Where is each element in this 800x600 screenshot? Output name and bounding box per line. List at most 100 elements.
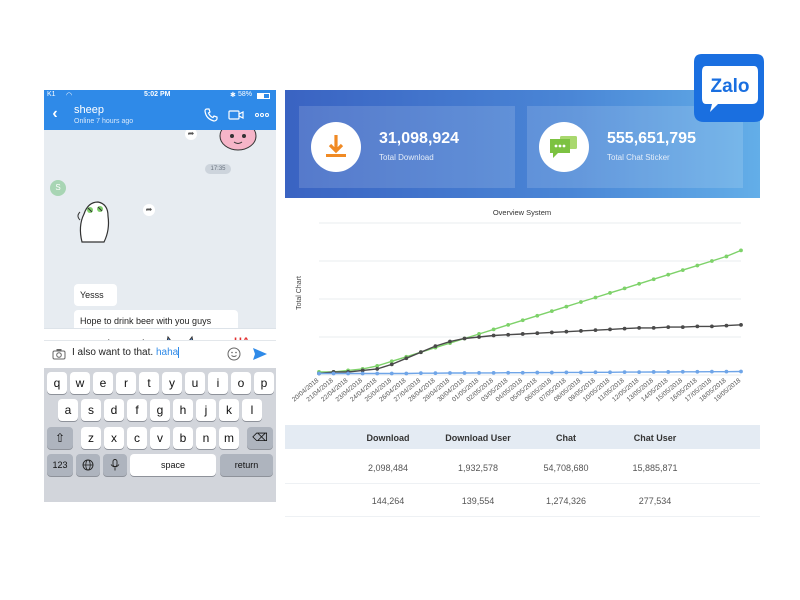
series-2-point-1[interactable]: [331, 371, 336, 376]
key-q[interactable]: q: [47, 372, 67, 394]
series-0-point-28[interactable]: [724, 254, 729, 259]
camera-icon[interactable]: [52, 348, 66, 360]
key-i[interactable]: i: [208, 372, 228, 394]
series-2-point-7[interactable]: [418, 371, 423, 376]
series-0-point-13[interactable]: [506, 322, 511, 327]
key-a[interactable]: a: [58, 399, 78, 421]
series-2-point-19[interactable]: [593, 370, 598, 375]
series-1-point-3[interactable]: [360, 368, 365, 373]
series-2-point-17[interactable]: [564, 370, 569, 375]
key-k[interactable]: k: [219, 399, 239, 421]
series-1-point-5[interactable]: [389, 362, 394, 367]
sheep-sticker[interactable]: [74, 196, 114, 244]
emoji-icon[interactable]: [227, 347, 241, 361]
series-2-point-0[interactable]: [317, 371, 321, 376]
key-g[interactable]: g: [150, 399, 170, 421]
message-input[interactable]: I also want to that. haha: [72, 347, 222, 358]
key-b[interactable]: b: [173, 427, 193, 449]
series-1-point-14[interactable]: [520, 332, 525, 336]
series-2-point-11[interactable]: [477, 370, 481, 375]
series-2-point-29[interactable]: [739, 369, 743, 374]
avatar[interactable]: S: [50, 180, 66, 196]
backspace-key[interactable]: ⌫: [247, 427, 273, 449]
series-1-point-10[interactable]: [462, 336, 467, 341]
series-1-point-9[interactable]: [448, 339, 452, 344]
key-y[interactable]: y: [162, 372, 182, 394]
series-1-point-8[interactable]: [433, 344, 438, 349]
series-2-point-23[interactable]: [651, 370, 656, 374]
key-v[interactable]: v: [150, 427, 170, 449]
series-1-point-27[interactable]: [709, 324, 714, 329]
globe-key[interactable]: [76, 454, 100, 476]
key-f[interactable]: f: [127, 399, 147, 421]
series-2-point-26[interactable]: [695, 369, 700, 374]
series-2-point-16[interactable]: [549, 370, 554, 375]
series-2-point-8[interactable]: [433, 371, 438, 376]
dictation-key[interactable]: [103, 454, 127, 476]
share-icon-2[interactable]: ➦: [143, 204, 155, 216]
col-header-download-user[interactable]: Download User: [445, 433, 511, 443]
series-2-point-18[interactable]: [579, 370, 583, 375]
series-0-point-18[interactable]: [579, 300, 583, 304]
series-1-point-12[interactable]: [491, 333, 496, 338]
series-1-point-26[interactable]: [695, 324, 700, 329]
series-2-point-15[interactable]: [535, 370, 540, 375]
series-2-point-2[interactable]: [346, 371, 351, 376]
key-h[interactable]: h: [173, 399, 193, 421]
series-1-point-29[interactable]: [739, 322, 743, 327]
series-0-point-19[interactable]: [593, 295, 598, 300]
key-r[interactable]: r: [116, 372, 136, 394]
table-row[interactable]: 144,264 139,554 1,274,326 277,534: [285, 485, 760, 517]
back-button[interactable]: ‹: [52, 105, 58, 122]
series-2-point-20[interactable]: [608, 370, 612, 375]
shift-key[interactable]: ⇧: [47, 427, 73, 449]
series-1-point-28[interactable]: [724, 323, 729, 328]
series-1-point-24[interactable]: [666, 325, 671, 330]
message-bubble[interactable]: Hope to drink beer with you guys: [74, 310, 238, 332]
series-1-point-6[interactable]: [404, 356, 409, 361]
key-o[interactable]: o: [231, 372, 251, 394]
key-w[interactable]: w: [70, 372, 90, 394]
key-d[interactable]: d: [104, 399, 124, 421]
series-0-point-12[interactable]: [491, 327, 496, 332]
series-0-point-20[interactable]: [608, 291, 612, 295]
share-icon[interactable]: ➦: [185, 130, 197, 140]
key-c[interactable]: c: [127, 427, 147, 449]
series-2-point-24[interactable]: [666, 370, 671, 374]
series-0-point-15[interactable]: [535, 313, 540, 318]
series-2-point-21[interactable]: [622, 370, 627, 375]
space-key[interactable]: space: [130, 454, 216, 476]
key-u[interactable]: u: [185, 372, 205, 394]
send-icon[interactable]: [252, 346, 268, 362]
key-n[interactable]: n: [196, 427, 216, 449]
table-row[interactable]: 2,098,484 1,932,578 54,708,680 15,885,87…: [285, 452, 760, 484]
series-1-point-16[interactable]: [549, 330, 554, 335]
series-2-point-12[interactable]: [491, 370, 496, 375]
series-0-point-26[interactable]: [695, 263, 700, 268]
series-0-point-21[interactable]: [622, 286, 627, 291]
series-1-point-17[interactable]: [564, 329, 569, 334]
series-1-point-13[interactable]: [506, 332, 511, 337]
series-0-point-16[interactable]: [549, 309, 554, 314]
series-1-point-25[interactable]: [680, 325, 685, 330]
series-0-point-24[interactable]: [666, 272, 671, 277]
col-header-download[interactable]: Download: [366, 433, 410, 443]
series-0-point-14[interactable]: [520, 318, 525, 323]
series-0-point-5[interactable]: [389, 359, 394, 364]
col-header-chat-user[interactable]: Chat User: [633, 433, 677, 443]
series-1-point-11[interactable]: [477, 335, 481, 339]
key-z[interactable]: z: [81, 427, 101, 449]
key-p[interactable]: p: [254, 372, 274, 394]
series-2-point-4[interactable]: [375, 371, 380, 376]
series-1-point-23[interactable]: [651, 325, 656, 330]
series-2-point-6[interactable]: [404, 371, 409, 376]
series-1-point-20[interactable]: [608, 327, 612, 332]
series-2-point-13[interactable]: [506, 370, 511, 375]
call-icon[interactable]: [204, 108, 218, 122]
series-2-point-5[interactable]: [389, 371, 394, 376]
series-2-point-22[interactable]: [637, 370, 642, 375]
series-2-point-3[interactable]: [360, 371, 365, 376]
numbers-key[interactable]: 123: [47, 454, 73, 476]
series-1-point-22[interactable]: [637, 325, 642, 330]
series-0-point-17[interactable]: [564, 304, 569, 309]
